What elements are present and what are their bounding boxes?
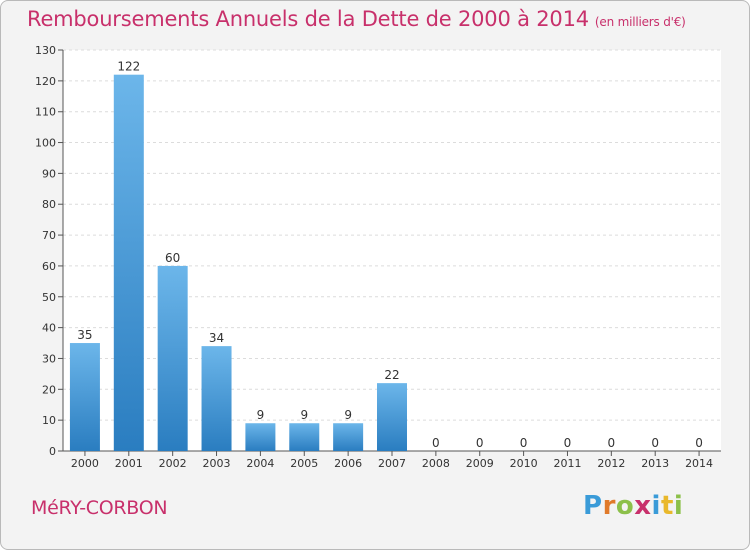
- chart-title: Remboursements Annuels de la Dette de 20…: [27, 7, 686, 31]
- value-label: 60: [165, 251, 180, 265]
- y-tick-label: 130: [35, 44, 56, 57]
- commune-name: MéRY-CORBON: [31, 497, 168, 519]
- value-label: 0: [432, 436, 440, 450]
- x-tick-label: 2004: [246, 457, 274, 470]
- x-tick-label: 2011: [553, 457, 581, 470]
- y-tick-label: 40: [42, 322, 56, 335]
- logo-letter: x: [634, 491, 652, 521]
- y-tick-label: 70: [42, 229, 56, 242]
- x-tick-label: 2014: [685, 457, 713, 470]
- y-tick-label: 50: [42, 291, 56, 304]
- logo-letter: r: [602, 491, 616, 521]
- y-tick-label: 80: [42, 198, 56, 211]
- x-tick-label: 2007: [378, 457, 406, 470]
- y-tick-label: 110: [35, 106, 56, 119]
- bar: [289, 423, 320, 451]
- value-label: 9: [300, 408, 308, 422]
- value-label: 35: [77, 328, 92, 342]
- bar: [69, 343, 100, 451]
- value-label: 34: [209, 331, 224, 345]
- unit-label: (en milliers d'€): [594, 15, 686, 29]
- value-label: 0: [651, 436, 659, 450]
- y-tick-label: 30: [42, 352, 56, 365]
- logo-letter: o: [615, 491, 635, 521]
- title-text: Remboursements Annuels de la Dette de 20…: [27, 7, 589, 31]
- y-tick-label: 60: [42, 260, 56, 273]
- bar: [201, 346, 232, 451]
- value-label: 0: [520, 436, 528, 450]
- x-tick-label: 2003: [203, 457, 231, 470]
- x-tick-label: 2006: [334, 457, 362, 470]
- x-tick-label: 2010: [510, 457, 538, 470]
- bar: [377, 383, 407, 451]
- y-tick-label: 120: [35, 75, 56, 88]
- value-label: 22: [384, 368, 399, 382]
- x-tick-label: 2009: [466, 457, 494, 470]
- value-label: 0: [476, 436, 484, 450]
- bar: [245, 423, 276, 451]
- y-tick-label: 90: [42, 167, 56, 180]
- x-tick-label: 2001: [115, 457, 143, 470]
- value-label: 0: [564, 436, 572, 450]
- bar: [333, 423, 364, 451]
- y-tick-label: 20: [42, 383, 56, 396]
- x-tick-label: 2002: [159, 457, 187, 470]
- logo-letter: P: [583, 491, 603, 521]
- x-tick-label: 2012: [597, 457, 625, 470]
- value-label: 0: [695, 436, 703, 450]
- y-tick-label: 0: [49, 445, 56, 458]
- x-tick-label: 2005: [290, 457, 318, 470]
- x-tick-label: 2008: [422, 457, 450, 470]
- proxiti-logo: Proxiti: [583, 491, 683, 521]
- logo-letter: i: [651, 491, 661, 521]
- value-label: 9: [257, 408, 265, 422]
- bar: [113, 74, 144, 451]
- value-label: 122: [117, 60, 140, 74]
- x-tick-label: 2013: [641, 457, 669, 470]
- logo-letter: t: [660, 491, 674, 521]
- logo-letter: i: [673, 491, 684, 521]
- y-tick-label: 100: [35, 137, 56, 150]
- bar: [157, 265, 188, 451]
- value-label: 9: [344, 408, 352, 422]
- value-label: 0: [608, 436, 616, 450]
- y-tick-label: 10: [42, 414, 56, 427]
- x-tick-label: 2000: [71, 457, 99, 470]
